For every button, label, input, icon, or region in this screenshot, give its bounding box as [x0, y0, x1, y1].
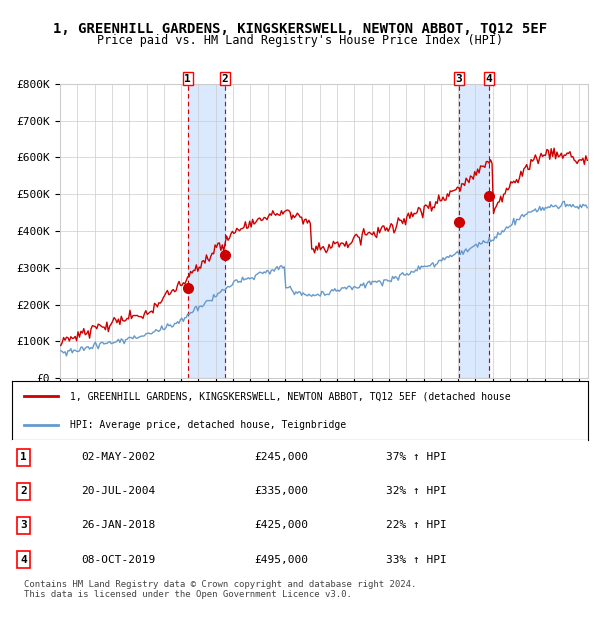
- Text: 4: 4: [486, 74, 493, 84]
- Text: 2: 2: [222, 74, 229, 84]
- Text: £245,000: £245,000: [254, 452, 308, 463]
- Text: 3: 3: [20, 520, 27, 531]
- Text: 26-JAN-2018: 26-JAN-2018: [81, 520, 155, 531]
- Text: 2: 2: [20, 486, 27, 497]
- Text: Price paid vs. HM Land Registry's House Price Index (HPI): Price paid vs. HM Land Registry's House …: [97, 34, 503, 47]
- Text: £425,000: £425,000: [254, 520, 308, 531]
- Text: 1: 1: [20, 452, 27, 463]
- Text: Contains HM Land Registry data © Crown copyright and database right 2024.
This d: Contains HM Land Registry data © Crown c…: [24, 580, 416, 599]
- Text: 3: 3: [455, 74, 462, 84]
- Text: HPI: Average price, detached house, Teignbridge: HPI: Average price, detached house, Teig…: [70, 420, 346, 430]
- Text: 37% ↑ HPI: 37% ↑ HPI: [386, 452, 447, 463]
- Bar: [459, 84, 489, 378]
- Text: £495,000: £495,000: [254, 554, 308, 565]
- Text: 20-JUL-2004: 20-JUL-2004: [81, 486, 155, 497]
- Text: 1: 1: [184, 74, 191, 84]
- Text: 1, GREENHILL GARDENS, KINGSKERSWELL, NEWTON ABBOT, TQ12 5EF (detached house: 1, GREENHILL GARDENS, KINGSKERSWELL, NEW…: [70, 391, 510, 401]
- Text: £335,000: £335,000: [254, 486, 308, 497]
- Text: 4: 4: [20, 554, 27, 565]
- Bar: [188, 84, 225, 378]
- Text: 08-OCT-2019: 08-OCT-2019: [81, 554, 155, 565]
- Text: 1, GREENHILL GARDENS, KINGSKERSWELL, NEWTON ABBOT, TQ12 5EF: 1, GREENHILL GARDENS, KINGSKERSWELL, NEW…: [53, 22, 547, 36]
- Text: 02-MAY-2002: 02-MAY-2002: [81, 452, 155, 463]
- Text: 22% ↑ HPI: 22% ↑ HPI: [386, 520, 447, 531]
- Text: 32% ↑ HPI: 32% ↑ HPI: [386, 486, 447, 497]
- Text: 33% ↑ HPI: 33% ↑ HPI: [386, 554, 447, 565]
